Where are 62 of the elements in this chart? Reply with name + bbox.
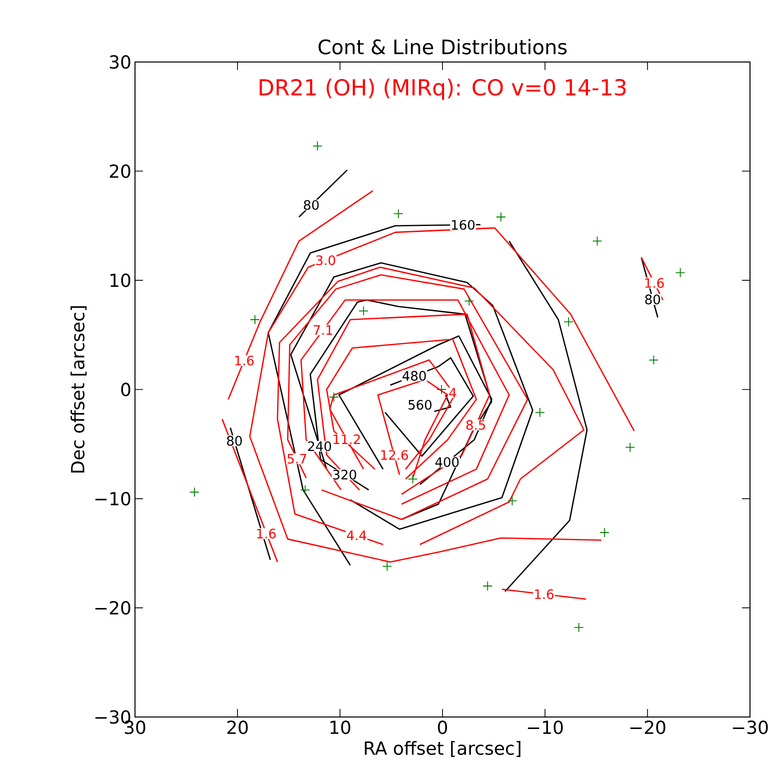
annotation: 1.6	[535, 589, 554, 600]
point	[507, 496, 518, 506]
point	[328, 392, 339, 402]
y-tick-label: 0	[121, 382, 130, 396]
point	[574, 622, 584, 632]
point	[600, 528, 610, 538]
line-series	[310, 299, 492, 520]
point	[250, 314, 260, 325]
point	[393, 208, 404, 219]
x-tick-label: −10	[528, 720, 563, 734]
annotation: 1.6	[257, 528, 276, 539]
annotation: 80	[645, 294, 660, 304]
annotation: 320	[333, 470, 356, 480]
annotation: 5.7	[288, 454, 306, 464]
x-tick-label: −20	[630, 720, 666, 734]
annotation: 80	[304, 200, 319, 210]
point	[675, 268, 686, 278]
annotation: 4	[449, 388, 456, 398]
annotation: 560	[408, 400, 432, 410]
annotation: 12.6	[381, 450, 408, 460]
point	[408, 474, 418, 484]
x-tick-label: −30	[732, 720, 768, 734]
annotation: 8.5	[466, 420, 486, 430]
point	[189, 487, 200, 498]
point	[358, 306, 369, 316]
annotation: 4.4	[346, 530, 366, 540]
x-axis-title: RA offset [arcsec]	[364, 741, 520, 758]
line-series	[276, 266, 585, 546]
point	[534, 407, 545, 418]
y-tick-label: 10	[110, 274, 130, 288]
point	[625, 442, 636, 452]
x-tick-label: 20	[227, 720, 248, 734]
annotation: 7.1	[314, 325, 332, 335]
y-tick-label: −10	[95, 492, 130, 506]
point	[312, 141, 322, 151]
annotation: 240	[308, 441, 332, 452]
x-tick-label: 10	[330, 720, 350, 734]
annotation: 1.6	[645, 278, 664, 288]
annotation: 480	[402, 370, 426, 381]
y-axis-title: Dec offset [arcsec]	[70, 306, 87, 472]
point	[592, 236, 602, 246]
annotation: 11.2	[334, 434, 360, 444]
chart-title: Cont & Line Distributions	[318, 38, 567, 54]
annotation: 160	[452, 220, 475, 230]
y-tick-label: 30	[110, 55, 130, 69]
line-series	[228, 190, 374, 400]
point	[300, 484, 310, 495]
point	[464, 296, 474, 306]
point	[382, 561, 392, 572]
y-tick-label: 20	[110, 164, 130, 178]
point	[496, 212, 506, 222]
annotation: 3.0	[316, 255, 336, 266]
y-tick-label: −20	[95, 601, 130, 615]
annotation: 1.6	[235, 356, 254, 366]
annotation: 80	[227, 436, 242, 446]
point	[648, 355, 659, 365]
x-tick-label: 0	[438, 720, 448, 734]
text: DR21 (OH) (MIRq): CO v=0 14-13	[260, 78, 626, 100]
point	[482, 581, 493, 591]
point	[436, 384, 446, 394]
point	[564, 316, 574, 327]
annotation: 400	[435, 457, 459, 468]
